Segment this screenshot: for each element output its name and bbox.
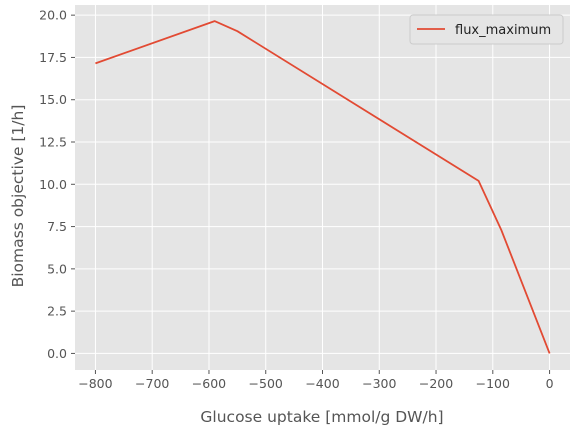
y-tick-label: 12.5: [39, 135, 67, 150]
x-tick-label: −400: [305, 376, 339, 391]
y-tick-label: 7.5: [47, 219, 67, 234]
y-tick-label: 10.0: [39, 177, 67, 192]
x-tick-label: −800: [78, 376, 112, 391]
y-tick-label: 5.0: [47, 261, 67, 276]
y-tick-label: 15.0: [39, 92, 67, 107]
x-tick-label: −300: [362, 376, 396, 391]
x-axis-title: Glucose uptake [mmol/g DW/h]: [200, 408, 443, 426]
x-tick-label: 0: [546, 376, 554, 391]
y-axis-title: Biomass objective [1/h]: [9, 105, 27, 288]
x-tick-label: −100: [476, 376, 510, 391]
series-layer: [95, 20, 551, 354]
legend: flux_maximum: [409, 14, 564, 45]
grid: [75, 5, 570, 370]
x-tick-label: −500: [249, 376, 283, 391]
legend-box: [409, 14, 564, 45]
x-tick-label: −200: [419, 376, 453, 391]
series-line-flux_maximum: [95, 20, 551, 354]
x-tick-label: −700: [135, 376, 169, 391]
y-tick-label: 2.5: [47, 304, 67, 319]
y-tick-label: 0.0: [47, 346, 67, 361]
y-tick-label: 20.0: [39, 8, 67, 23]
axis-ticks: −800 −700 −600 −500 −400 −300 −200 −100 0 0.0 2.5 5…: [39, 8, 553, 391]
legend-label: flux_maximum: [455, 23, 551, 38]
y-tick-label: 17.5: [39, 50, 67, 65]
x-tick-label: −600: [192, 376, 226, 391]
